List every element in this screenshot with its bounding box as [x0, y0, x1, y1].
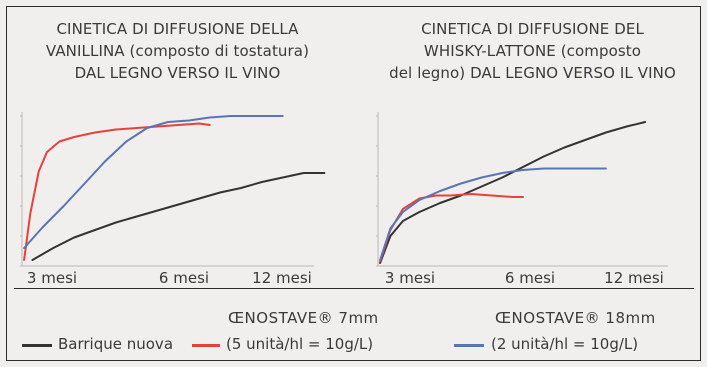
- whisky-lattone-x-tick-label: 12 mesi: [604, 269, 664, 286]
- whisky-lattone-x-tick-label: 3 mesi: [385, 269, 435, 286]
- legend-swatch-oenostave18: [454, 344, 484, 347]
- whisky-lattone-series-barrique: [379, 121, 647, 264]
- figure-frame: [6, 6, 701, 361]
- right-title-line-2: WHISKY-LATTONE (composto: [423, 42, 642, 60]
- whisky-lattone-chart: 3 mesi 6 mesi 12 mesi: [376, 112, 668, 286]
- legend-swatch-oenostave7: [192, 344, 220, 347]
- whisky-lattone-series-oenostave18: [379, 167, 607, 261]
- vanillina-series-oenostave18: [23, 115, 284, 249]
- vanillina-x-tick-label: 3 mesi: [27, 269, 77, 286]
- left-panel-title: CINETICA DI DIFFUSIONE DELLA VANILLINA (…: [10, 18, 345, 84]
- vanillina-chart: 3 mesi 6 mesi 12 mesi: [20, 112, 326, 286]
- vanillina-series-barrique: [31, 172, 326, 261]
- legend-label-oenostave18-line2: (2 unità/hl = 10g/L): [491, 335, 639, 353]
- vanillina-series-oenostave7: [23, 122, 211, 261]
- legend-swatch-barrique: [22, 344, 52, 347]
- whisky-lattone-x-tick-label: 6 mesi: [505, 269, 555, 286]
- legend-label-barrique: Barrique nuova: [58, 335, 174, 353]
- legend-label-oenostave7-line1: ŒNOSTAVE® 7mm: [228, 309, 379, 327]
- vanillina-x-tick-label: 12 mesi: [252, 269, 312, 286]
- whisky-lattone-series-oenostave7: [379, 193, 524, 263]
- left-title-line-2: VANILLINA (composto di tostatura): [45, 42, 310, 60]
- left-title-line-1: CINETICA DI DIFFUSIONE DELLA: [56, 20, 299, 38]
- right-title-line-3: del legno) DAL LEGNO VERSO IL VINO: [389, 64, 676, 82]
- legend-label-oenostave18-line1: ŒNOSTAVE® 18mm: [495, 309, 656, 327]
- right-panel-title: CINETICA DI DIFFUSIONE DEL WHISKY-LATTON…: [370, 18, 695, 84]
- right-title-line-1: CINETICA DI DIFFUSIONE DEL: [421, 20, 644, 38]
- vanillina-x-tick-label: 6 mesi: [159, 269, 209, 286]
- legend-label-oenostave7-line2: (5 unità/hl = 10g/L): [226, 335, 374, 353]
- legend-separator: [14, 288, 694, 289]
- left-title-line-3: DAL LEGNO VERSO IL VINO: [74, 64, 281, 82]
- legend: Barrique nuova ŒNOSTAVE® 7mm (5 unità/hl…: [0, 280, 707, 360]
